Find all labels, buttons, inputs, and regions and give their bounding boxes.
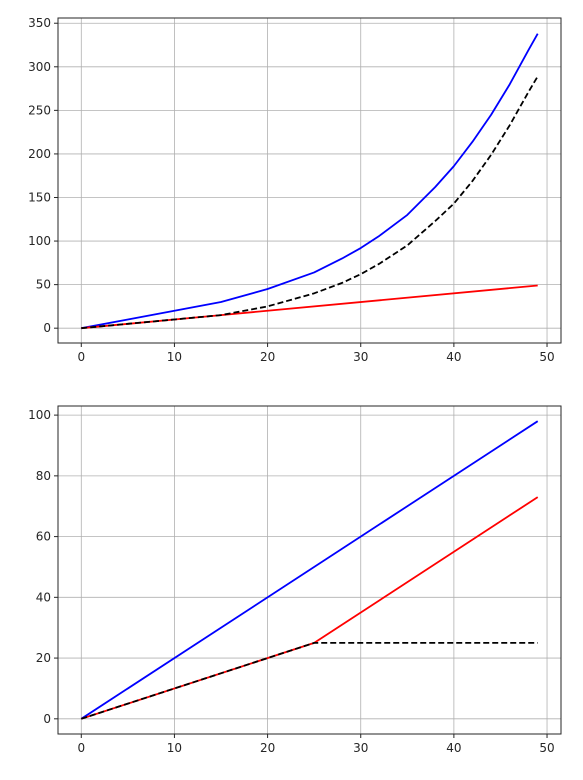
series-line-1	[80, 420, 539, 720]
top-line-chart: 0 10 20 30 40 50 0 50 100 150 200 250 300 350	[28, 16, 562, 364]
series-line-3	[81, 641, 538, 720]
x-tick-label: 40	[446, 350, 461, 364]
y-tick-label: 60	[36, 530, 51, 544]
y-tick-label: 40	[36, 590, 51, 604]
x-tick-label: 30	[353, 741, 368, 755]
y-axis: 0 50 100 150 200 250 300 350	[28, 16, 58, 335]
series-group	[81, 33, 539, 330]
x-tick-label: 0	[77, 741, 85, 755]
y-tick-label: 300	[28, 60, 51, 74]
y-tick-label: 250	[28, 103, 51, 117]
x-tick-label: 0	[77, 350, 85, 364]
bottom-line-chart: 0 10 20 30 40 50 0 20 40 60 80 100	[28, 405, 562, 755]
y-tick-label: 350	[28, 16, 51, 30]
y-tick-label: 20	[36, 651, 51, 665]
x-tick-label: 50	[539, 350, 554, 364]
series-group	[80, 420, 539, 720]
x-tick-label: 10	[167, 350, 182, 364]
series-line-1	[81, 33, 539, 330]
x-tick-label: 30	[353, 350, 368, 364]
plot-frame	[57, 405, 562, 735]
x-tick-label: 10	[167, 741, 182, 755]
x-axis: 0 10 20 30 40 50	[77, 343, 555, 364]
y-tick-label: 100	[28, 234, 51, 248]
x-tick-label: 20	[260, 350, 275, 364]
grid-lines	[58, 18, 561, 343]
x-tick-label: 50	[539, 741, 554, 755]
x-axis: 0 10 20 30 40 50	[77, 734, 555, 755]
y-tick-label: 50	[36, 278, 51, 292]
x-tick-label: 20	[260, 741, 275, 755]
y-tick-label: 0	[43, 712, 51, 726]
y-tick-label: 80	[36, 469, 51, 483]
x-tick-label: 40	[446, 741, 461, 755]
y-axis: 0 20 40 60 80 100	[28, 408, 58, 726]
series-line-3	[81, 75, 539, 330]
y-tick-label: 200	[28, 147, 51, 161]
series-line-2	[81, 496, 539, 720]
y-tick-label: 100	[28, 408, 51, 422]
y-tick-label: 0	[43, 321, 51, 335]
y-tick-label: 150	[28, 190, 51, 204]
grid-lines	[58, 406, 561, 734]
plot-frame	[57, 17, 562, 344]
